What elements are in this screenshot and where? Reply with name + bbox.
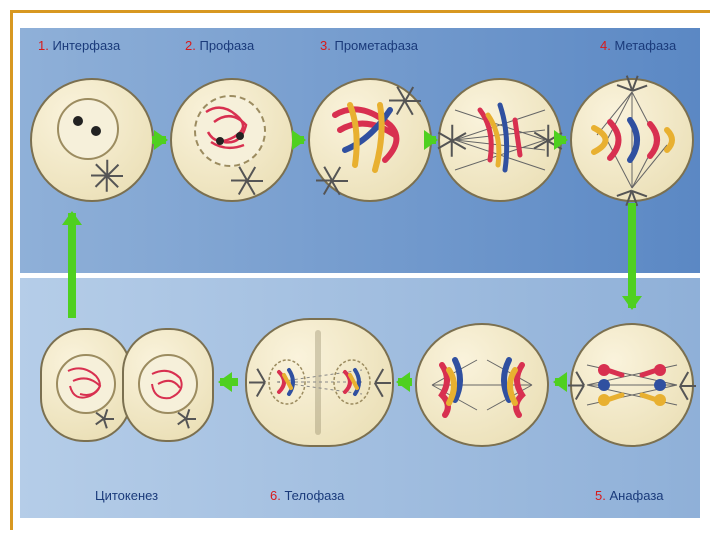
nucleus bbox=[138, 354, 198, 414]
centrosome-aster-icon bbox=[186, 418, 187, 419]
arrow-icon bbox=[430, 136, 436, 144]
centrosome-aster-icon bbox=[265, 382, 266, 383]
label-prometaphase: 3. Прометафаза bbox=[320, 38, 418, 53]
stage-name: Цитокенез bbox=[95, 488, 158, 503]
chromatin-condensing-icon bbox=[196, 97, 264, 165]
centrosome-aster-icon bbox=[452, 140, 453, 141]
stage-name: Профаза bbox=[199, 38, 254, 53]
nucleus bbox=[56, 354, 116, 414]
nucleolus bbox=[91, 126, 101, 136]
nucleolus bbox=[73, 116, 83, 126]
cell-prophase bbox=[170, 78, 294, 202]
anaphase-separation-icon bbox=[572, 325, 692, 445]
label-interphase: 1. Интерфаза bbox=[38, 38, 120, 53]
centrosome-aster-icon bbox=[680, 385, 681, 386]
cell-telophase bbox=[245, 318, 394, 447]
nucleus-dissolving bbox=[194, 95, 266, 167]
centrosome-aster-icon bbox=[548, 140, 549, 141]
cell-interphase bbox=[30, 78, 154, 202]
stage-num: 5. bbox=[595, 488, 606, 503]
centrosome-aster-icon bbox=[332, 180, 333, 181]
centrosome-aster-icon bbox=[584, 385, 585, 386]
arrow-icon bbox=[68, 213, 76, 318]
stage-num: 1. bbox=[38, 38, 49, 53]
chromatin-icon bbox=[58, 356, 114, 412]
stage-num: 6. bbox=[270, 488, 281, 503]
cell-prometaphase-b bbox=[438, 78, 562, 202]
spindle-chromosomes-icon bbox=[440, 80, 560, 200]
stage-name: Телофаза bbox=[284, 488, 344, 503]
chromatin-icon bbox=[140, 356, 196, 412]
arrow-icon bbox=[220, 378, 238, 386]
cell-anaphase-late bbox=[415, 323, 549, 447]
stage-name: Метафаза bbox=[614, 38, 676, 53]
metaphase-plate-icon bbox=[572, 80, 692, 200]
stage-num: 3. bbox=[320, 38, 331, 53]
centrosome-aster-icon bbox=[405, 100, 406, 101]
label-cytokinesis: Цитокенез bbox=[95, 488, 158, 503]
frame-left-border bbox=[10, 10, 13, 530]
arrow-icon bbox=[398, 378, 412, 386]
centrosome-aster-icon bbox=[104, 418, 105, 419]
stage-num: 2. bbox=[185, 38, 196, 53]
centrosome-aster-icon bbox=[632, 90, 633, 91]
nucleus bbox=[57, 98, 119, 160]
cell-daughter-2 bbox=[122, 328, 214, 442]
label-telophase: 6. Телофаза bbox=[270, 488, 344, 503]
stage-name: Прометафаза bbox=[334, 38, 418, 53]
centrosome-aster-icon bbox=[632, 190, 633, 191]
cell-daughter-1 bbox=[40, 328, 132, 442]
label-metaphase: 4. Метафаза bbox=[600, 38, 676, 53]
cell-metaphase bbox=[570, 78, 694, 202]
stage-num: 4. bbox=[600, 38, 611, 53]
diagram-container: 1. Интерфаза 2. Профаза 3. Прометафаза 4… bbox=[20, 28, 700, 518]
anaphase-late-icon bbox=[417, 325, 547, 445]
centrosome-aster-icon bbox=[375, 382, 376, 383]
label-prophase: 2. Профаза bbox=[185, 38, 254, 53]
arrow-icon bbox=[560, 136, 566, 144]
label-anaphase: 5. Анафаза bbox=[595, 488, 664, 503]
stage-name: Интерфаза bbox=[52, 38, 120, 53]
cell-anaphase bbox=[570, 323, 694, 447]
arrow-icon bbox=[628, 203, 636, 308]
cell-prometaphase bbox=[308, 78, 432, 202]
centrosome-aster-icon bbox=[107, 175, 108, 176]
nucleolus bbox=[236, 132, 244, 140]
arrow-icon bbox=[555, 378, 567, 386]
telophase-icon bbox=[247, 320, 392, 445]
centrosome-aster-icon bbox=[247, 180, 248, 181]
chromosomes-icon bbox=[310, 80, 430, 200]
frame-top-border bbox=[10, 10, 710, 25]
nucleolus bbox=[216, 137, 224, 145]
arrow-icon bbox=[152, 136, 166, 144]
arrow-icon bbox=[292, 136, 304, 144]
stage-name: Анафаза bbox=[609, 488, 663, 503]
